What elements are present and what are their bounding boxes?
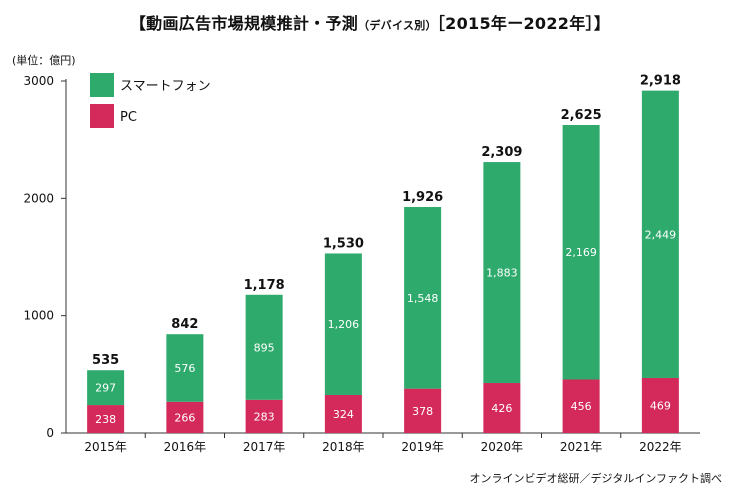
x-tick-label: 2016年	[164, 440, 207, 454]
bar-smartphone	[166, 334, 204, 402]
bar-pc	[87, 405, 125, 433]
total-value-label: 1,178	[244, 278, 285, 293]
total-value-label: 2,918	[640, 74, 681, 89]
pc-value-label: 426	[491, 402, 512, 415]
bar-smartphone	[641, 90, 679, 378]
x-tick-label: 2019年	[401, 440, 444, 454]
y-tick-label: 0	[46, 426, 54, 440]
pc-value-label: 266	[174, 411, 195, 424]
title-end: ［2015年ー2022年］】	[436, 14, 611, 33]
bar-pc	[641, 377, 679, 433]
total-value-label: 535	[92, 353, 119, 368]
x-tick-label: 2022年	[639, 440, 682, 454]
total-value-label: 2,309	[481, 145, 522, 160]
smartphone-value-label: 1,883	[486, 267, 518, 280]
smartphone-value-label: 2,449	[645, 228, 677, 241]
legend-label: スマートフォン	[120, 79, 211, 94]
y-tick-label: 3000	[23, 74, 54, 88]
source-note: オンラインビデオ総研／デジタルインファクト調べ	[469, 472, 722, 485]
total-value-label: 842	[171, 317, 198, 332]
x-tick-label: 2020年	[481, 440, 524, 454]
pc-value-label: 378	[412, 405, 433, 418]
x-tick-label: 2021年	[560, 440, 603, 454]
total-value-label: 1,926	[402, 190, 443, 205]
pc-value-label: 283	[254, 410, 275, 423]
bar-pc	[324, 394, 362, 433]
title-main: 【動画広告市場規模推計・予測	[129, 14, 359, 33]
unit-label: (単位：億円)	[12, 54, 76, 67]
x-tick-label: 2017年	[243, 440, 286, 454]
bar-smartphone	[483, 162, 521, 384]
total-value-label: 1,530	[323, 236, 364, 251]
bar-pc	[404, 388, 442, 433]
smartphone-value-label: 576	[174, 362, 195, 375]
bar-pc	[166, 401, 204, 433]
smartphone-value-label: 1,548	[407, 292, 439, 305]
pc-value-label: 238	[95, 413, 116, 426]
bar-pc	[562, 379, 600, 433]
smartphone-value-label: 2,169	[565, 246, 597, 259]
title-sub: （デバイス別）	[358, 19, 437, 32]
y-tick-label: 1000	[23, 309, 54, 323]
legend-swatch	[90, 73, 114, 97]
pc-value-label: 469	[650, 399, 671, 412]
smartphone-value-label: 895	[254, 341, 275, 354]
smartphone-value-label: 297	[95, 382, 116, 395]
y-tick-label: 2000	[23, 191, 54, 205]
bar-smartphone	[87, 370, 125, 406]
bar-smartphone	[245, 294, 283, 400]
total-value-label: 2,625	[561, 108, 602, 123]
bar-smartphone	[404, 207, 442, 389]
smartphone-value-label: 1,206	[328, 318, 360, 331]
x-tick-label: 2015年	[84, 440, 127, 454]
pc-value-label: 324	[333, 408, 354, 421]
bar-pc	[483, 383, 521, 433]
bar-smartphone	[562, 125, 600, 380]
legend-swatch	[90, 104, 114, 128]
bar-pc	[245, 399, 283, 433]
bar-smartphone	[324, 253, 362, 395]
x-tick-label: 2018年	[322, 440, 365, 454]
legend-label: PC	[120, 110, 137, 125]
pc-value-label: 456	[571, 400, 592, 413]
chart-title: 【動画広告市場規模推計・予測（デバイス別）［2015年ー2022年］】	[0, 10, 740, 34]
